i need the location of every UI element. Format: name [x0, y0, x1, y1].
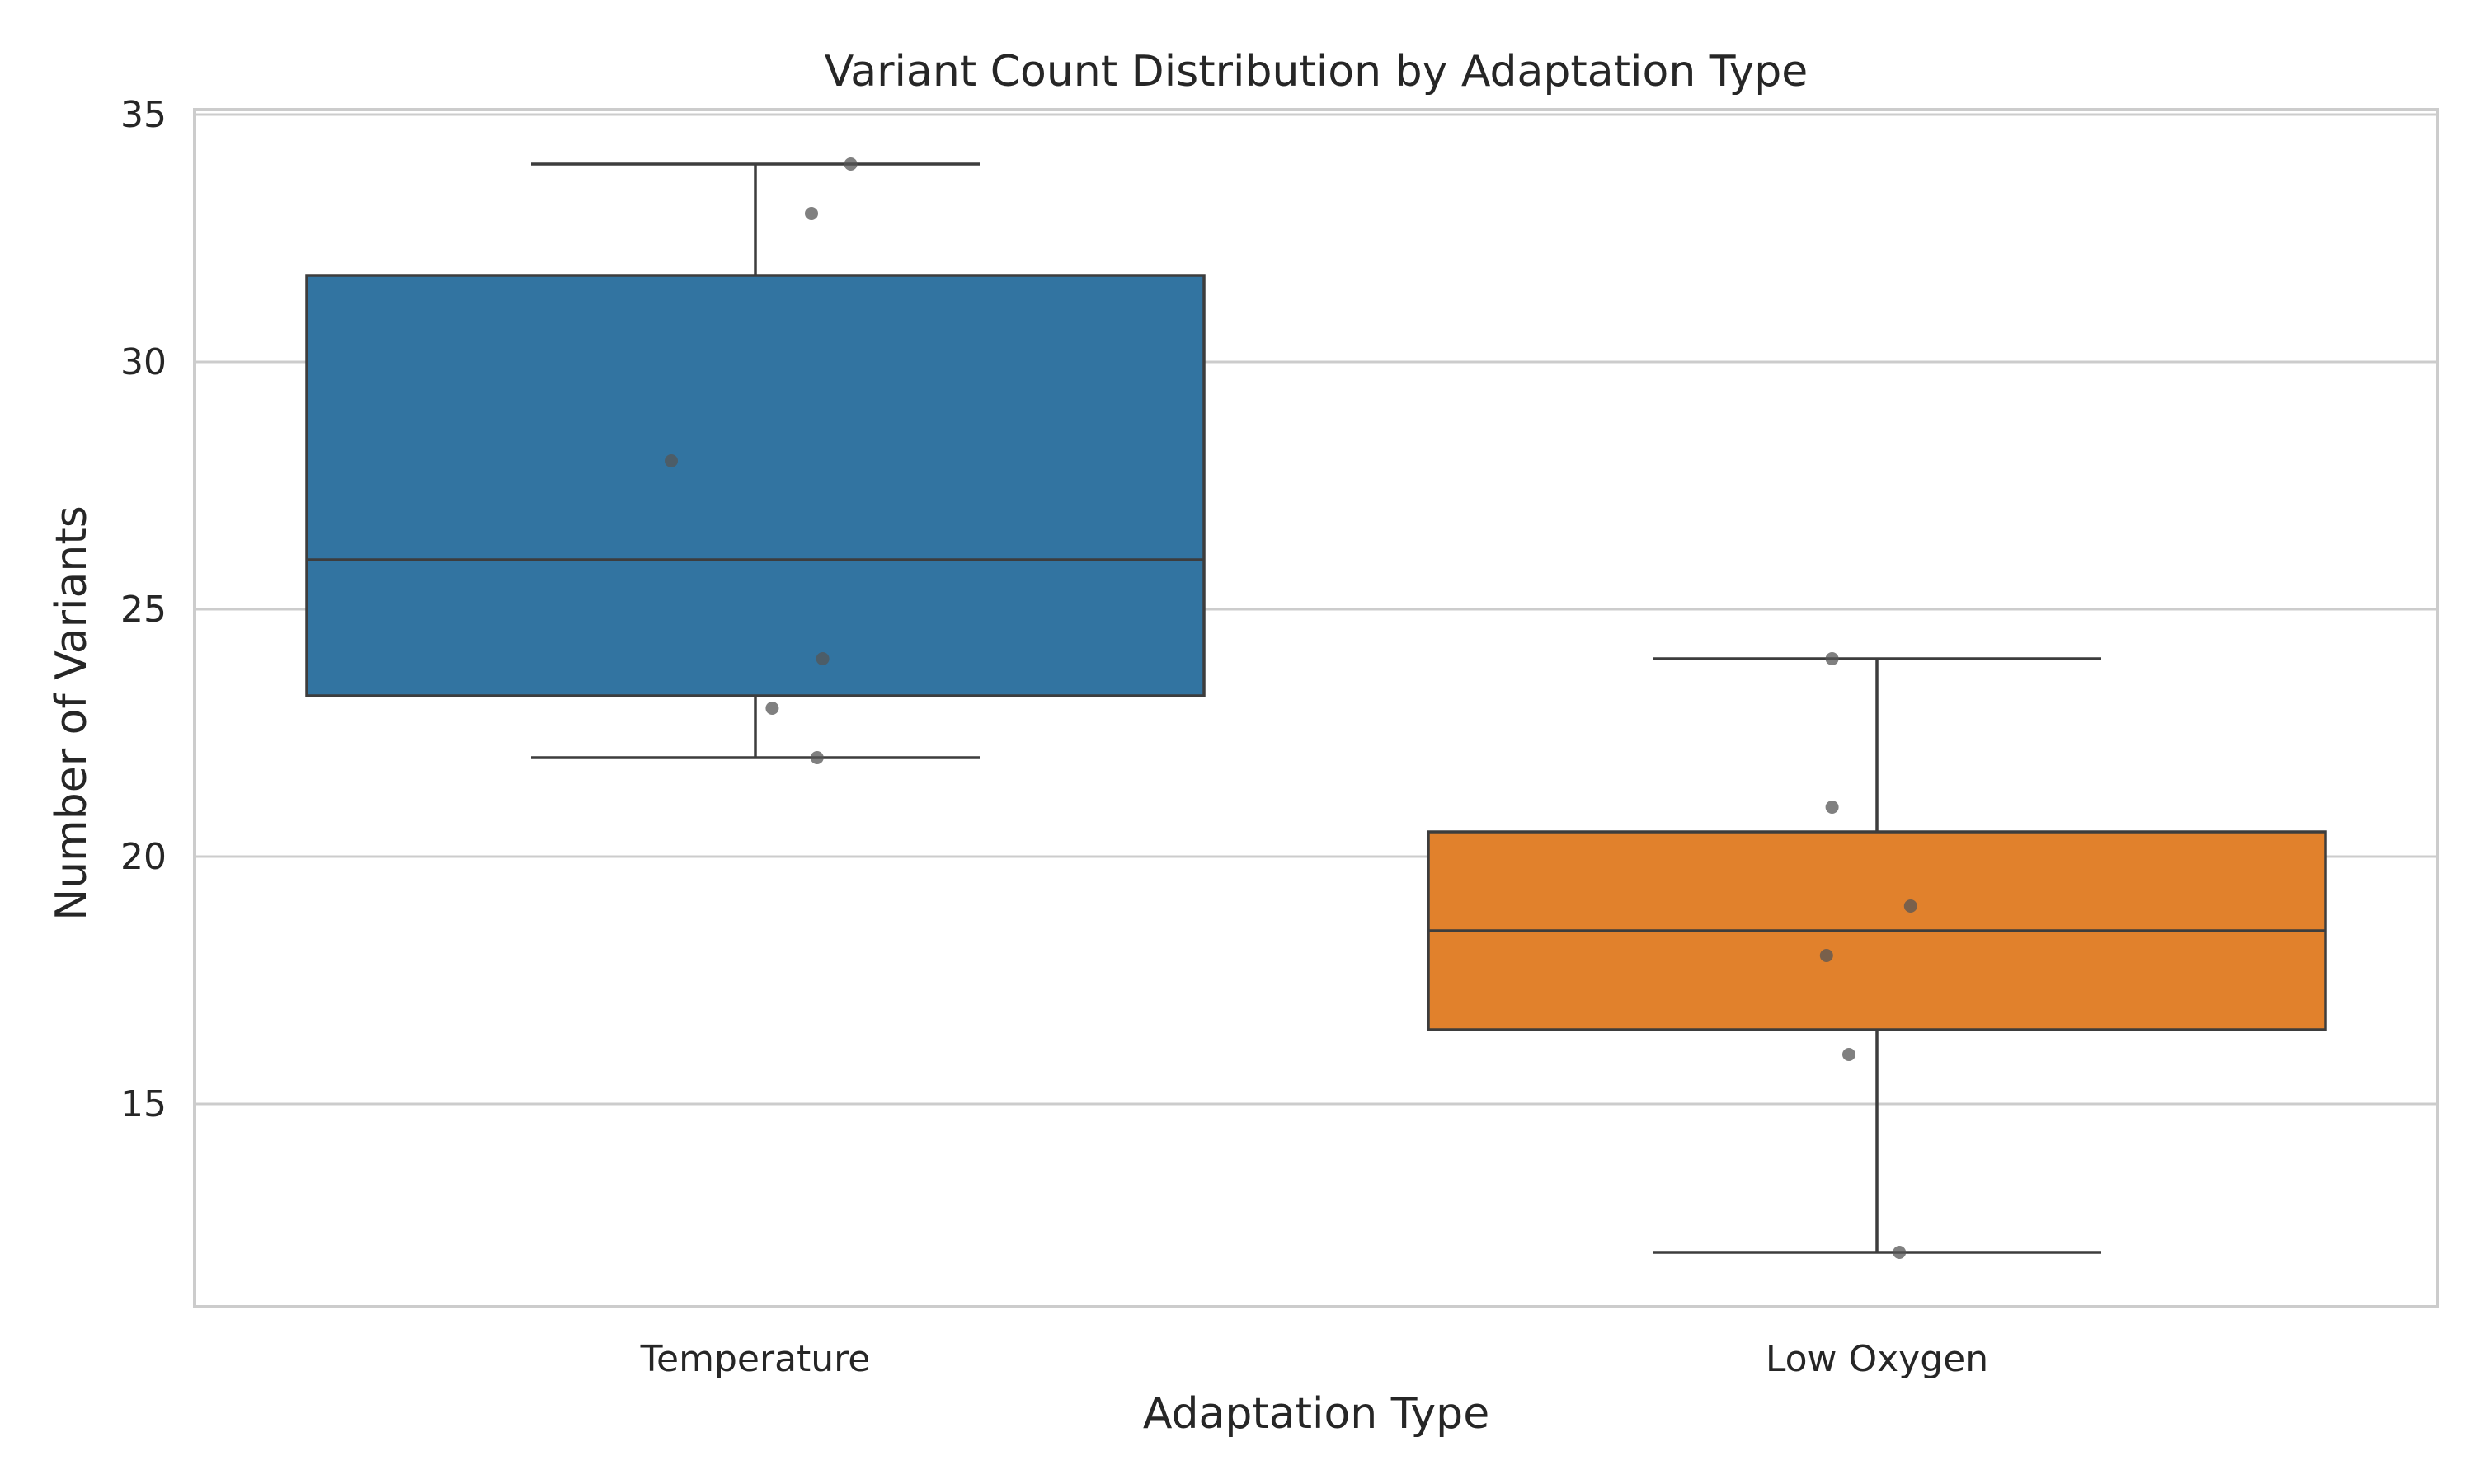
plot-frame [193, 108, 2439, 1308]
y-tick-labels: 15 20 25 30 35 [120, 94, 167, 1125]
data-point [665, 454, 678, 467]
data-point [1819, 949, 1833, 962]
data-point [1825, 652, 1839, 665]
y-tick-label-25: 25 [120, 589, 167, 631]
y-axis-title: Number of Variants [47, 505, 96, 921]
x-tick-label-low-oxygen: Low Oxygen [1766, 1338, 1988, 1380]
y-tick-label-15: 15 [120, 1083, 167, 1125]
data-point [844, 157, 858, 171]
x-tick-label-temperature: Temperature [640, 1338, 871, 1380]
y-tick-label-30: 30 [120, 341, 167, 383]
y-tick-label-20: 20 [120, 836, 167, 878]
data-points [665, 157, 1917, 1259]
data-point [816, 652, 830, 665]
box-low-oxygen [1427, 657, 2327, 1254]
data-point [810, 751, 824, 764]
data-point [1893, 1246, 1907, 1259]
x-tick-labels: Temperature Low Oxygen [640, 1338, 1988, 1380]
boxes [305, 162, 2327, 1254]
iqr-box [305, 274, 1206, 697]
y-tick-label-35: 35 [120, 94, 167, 136]
data-point [1842, 1048, 1856, 1061]
data-point [1825, 801, 1839, 814]
data-point [765, 702, 779, 715]
data-point [1903, 899, 1917, 913]
data-point [805, 207, 818, 220]
box-temperature [305, 162, 1206, 759]
x-axis-title: Adaptation Type [1143, 1389, 1489, 1439]
chart-title: Variant Count Distribution by Adaptation… [825, 47, 1808, 96]
